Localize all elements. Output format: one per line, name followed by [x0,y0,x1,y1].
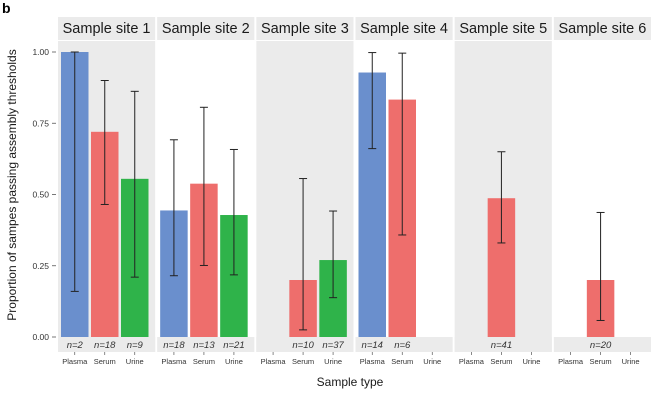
n-label: n=21 [223,340,244,351]
panel-title: Sample site 5 [459,21,547,37]
x-tick-label: Serum [590,357,612,366]
panel-strip [157,17,255,40]
y-axis-ticks: 0.00 0.25 0.50 0.75 1.00 [32,47,56,342]
panel-4: Sample site 4 [355,17,453,352]
n-label: n=20 [590,340,612,351]
y-axis-label: Proportion of sampes passing assembly th… [5,49,19,320]
chart-marks: Plasma Serum Urine n=2 n=18 n=9 Plasma Serum Uri… [61,51,640,366]
n-label: n=14 [362,340,383,351]
n-row-strip [454,337,552,352]
x-tick-label: Serum [391,357,413,366]
x-tick-label: Urine [522,357,540,366]
x-tick-label: Plasma [62,357,88,366]
x-tick-label: Urine [622,357,640,366]
x-tick-label: Urine [126,357,144,366]
x-tick-label: Urine [324,357,342,366]
y-tick-label: 0.50 [32,190,49,200]
n-row-strip [355,337,453,352]
n-label: n=41 [491,340,512,351]
n-row-strip [58,337,156,352]
x-tick-label: Urine [225,357,243,366]
x-tick-label: Plasma [558,357,584,366]
panel-2: Sample site 2 [157,17,255,352]
n-label: n=9 [127,340,144,351]
x-tick-label: Plasma [261,357,287,366]
panel-strip [355,17,453,40]
n-label: n=18 [163,340,185,351]
x-tick-label: Plasma [161,357,187,366]
n-row-strip [256,337,354,352]
y-tick-label: 0.00 [32,332,49,342]
x-tick-label: Serum [94,357,116,366]
n-label: n=37 [322,340,344,351]
panel-strip [553,17,651,40]
n-label: n=18 [94,340,116,351]
panel-title: Sample site 3 [261,21,349,37]
n-label: n=2 [67,340,84,351]
x-tick-label: Plasma [360,357,386,366]
panel-strip [454,17,552,40]
n-label: n=6 [394,340,411,351]
y-tick-label: 0.75 [32,118,49,128]
panel-title: Sample site 1 [63,21,151,37]
x-axis-label: Sample type [317,375,384,389]
panel-6: Sample site 6 [553,17,651,352]
panel-title: Sample site 4 [360,21,448,37]
figure-label: b [2,0,11,16]
x-tick-label: Serum [193,357,215,366]
n-row-strip [553,337,651,352]
panel-strip [256,17,354,40]
n-label: n=13 [193,340,215,351]
y-tick-label: 0.25 [32,261,49,271]
panel-strip [58,17,156,40]
x-tick-label: Serum [292,357,314,366]
n-label: n=10 [292,340,314,351]
x-tick-label: Serum [490,357,512,366]
x-tick-label: Plasma [459,357,485,366]
y-tick-label: 1.00 [32,47,49,57]
n-row-strip [157,337,255,352]
panel-title: Sample site 2 [162,21,250,37]
x-tick-label: Urine [423,357,441,366]
panel-title: Sample site 6 [558,21,646,37]
